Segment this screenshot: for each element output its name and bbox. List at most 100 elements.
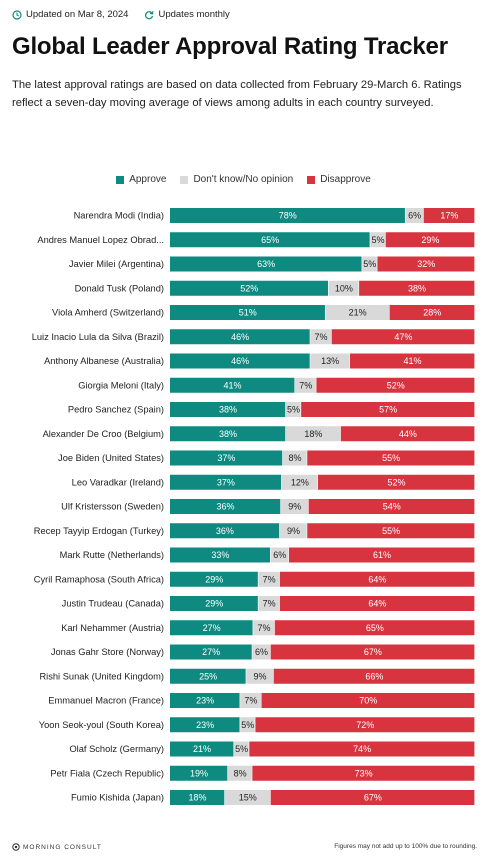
bar-disapprove <box>307 523 475 539</box>
data-label-approve: 25% <box>199 671 217 681</box>
category-label: Andres Manuel Lopez Obrad... <box>37 235 164 245</box>
category-label: Donald Tusk (Poland) <box>75 283 164 293</box>
bar-approve <box>170 790 225 805</box>
chart-row: Rishi Sunak (United Kingdom) 25% 9% 66% <box>39 668 475 684</box>
data-label-disapprove: 72% <box>356 720 374 730</box>
data-label-neutral: 6% <box>408 211 421 221</box>
data-label-approve: 23% <box>196 696 214 706</box>
data-label-neutral: 8% <box>234 768 247 778</box>
bar-disapprove <box>389 305 475 320</box>
bar-disapprove <box>359 280 475 296</box>
chart-row: Yoon Seok-youl (South Korea) 23% 5% 72% <box>39 717 475 733</box>
data-label-approve: 78% <box>279 211 297 221</box>
chart-row: Emmanuel Macron (France) 23% 7% 70% <box>48 693 475 708</box>
data-label-disapprove: 55% <box>382 453 400 463</box>
data-label-disapprove: 64% <box>368 599 386 609</box>
chart-row: Giorgia Meloni (Italy) 41% 7% 52% <box>78 377 475 393</box>
frequency-info: Updates monthly <box>144 9 230 20</box>
data-label-approve: 36% <box>216 502 234 512</box>
data-label-approve: 46% <box>231 356 249 366</box>
data-label-neutral: 9% <box>288 502 301 512</box>
bar-disapprove <box>252 765 475 781</box>
bar-disapprove <box>261 693 475 708</box>
data-label-approve: 19% <box>190 768 208 778</box>
chart-row: Alexander De Croo (Belgium) 38% 18% 44% <box>43 426 475 442</box>
bar-neutral <box>240 693 261 708</box>
data-label-disapprove: 38% <box>408 283 426 293</box>
category-label: Giorgia Meloni (Italy) <box>78 380 164 390</box>
data-label-disapprove: 41% <box>403 356 421 366</box>
updated-info: Updated on Mar 8, 2024 <box>12 9 128 20</box>
legend-label-disapprove: Disapprove <box>320 174 371 185</box>
legend-swatch-approve <box>116 175 125 184</box>
category-label: Petr Fiala (Czech Republic) <box>50 768 164 778</box>
bar-neutral <box>234 741 249 757</box>
data-label-neutral: 5% <box>371 235 384 245</box>
bar-approve <box>170 280 328 296</box>
chart-row: Justin Trudeau (Canada) 29% 7% 64% <box>62 596 475 611</box>
approval-chart: Narendra Modi (India) 78% 6% 17% Andres Manu… <box>32 208 475 805</box>
data-label-approve: 63% <box>257 259 275 269</box>
legend-label-approve: Approve <box>129 174 167 185</box>
footer-note: Figures may not add up to 100% due to ro… <box>334 843 477 850</box>
bar-disapprove <box>349 353 475 369</box>
chart-row: Viola Amherd (Switzerland) 51% 21% 28% <box>52 305 475 320</box>
bar-approve <box>170 232 370 248</box>
bar-approve <box>170 402 286 417</box>
bar-disapprove <box>274 620 475 636</box>
bar-disapprove <box>340 426 475 442</box>
chart-row: Olaf Scholz (Germany) 21% 5% 74% <box>69 741 475 757</box>
bar-neutral <box>405 208 424 223</box>
bar-neutral <box>270 547 289 563</box>
category-label: Jonas Gahr Store (Norway) <box>51 647 164 657</box>
updated-label: Updated on Mar 8, 2024 <box>26 9 129 20</box>
bar-neutral <box>258 596 280 611</box>
bar-neutral <box>282 450 307 466</box>
bar-disapprove <box>249 741 475 757</box>
bar-neutral <box>295 377 316 393</box>
data-label-disapprove: 74% <box>353 744 371 754</box>
data-label-disapprove: 57% <box>379 405 397 415</box>
data-label-neutral: 5% <box>287 405 300 415</box>
bar-approve <box>170 741 234 757</box>
data-label-disapprove: 32% <box>417 259 435 269</box>
chart-row: Luiz Inacio Lula da Silva (Brazil) 46% 7% 4… <box>32 329 475 345</box>
chart-row: Karl Nehammer (Austria) 27% 7% 65% <box>61 620 475 636</box>
bar-disapprove <box>377 256 475 272</box>
chart-row: Cyril Ramaphosa (South Africa) 29% 7% 64% <box>34 571 475 587</box>
page-title: Global Leader Approval Rating Tracker <box>12 33 448 60</box>
chart-row: Pedro Sanchez (Spain) 38% 5% 57% <box>68 402 475 417</box>
category-label: Rishi Sunak (United Kingdom) <box>39 671 164 681</box>
bar-disapprove <box>288 547 475 563</box>
bar-approve <box>170 256 362 272</box>
bar-approve <box>170 426 286 442</box>
data-label-disapprove: 70% <box>359 696 377 706</box>
bar-approve <box>170 450 283 466</box>
bar-disapprove <box>308 499 475 514</box>
category-label: Narendra Modi (India) <box>74 211 164 221</box>
chart-row: Anthony Albanese (Australia) 46% 13% 41% <box>44 353 475 369</box>
data-label-neutral: 9% <box>287 526 300 536</box>
bar-approve <box>170 693 240 708</box>
chart-row: Leo Varadkar (Ireland) 37% 12% 52% <box>72 474 475 490</box>
data-label-neutral: 7% <box>263 574 276 584</box>
bar-disapprove <box>270 644 475 660</box>
bar-disapprove <box>279 571 475 587</box>
data-label-disapprove: 28% <box>423 308 441 318</box>
data-label-approve: 33% <box>211 550 229 560</box>
chart-row: Joe Biden (United States) 37% 8% 55% <box>58 450 475 466</box>
category-label: Justin Trudeau (Canada) <box>62 599 164 609</box>
bar-disapprove <box>270 790 475 805</box>
data-label-disapprove: 52% <box>387 477 405 487</box>
data-label-neutral: 9% <box>253 671 266 681</box>
data-label-disapprove: 52% <box>387 380 405 390</box>
data-label-neutral: 8% <box>289 453 302 463</box>
bar-approve <box>170 717 240 733</box>
data-label-approve: 23% <box>196 720 214 730</box>
bar-disapprove <box>307 450 475 466</box>
bar-disapprove <box>255 717 475 733</box>
data-label-neutral: 5% <box>241 720 254 730</box>
bar-disapprove <box>317 474 475 490</box>
bar-approve <box>170 377 295 393</box>
chart-row: Andres Manuel Lopez Obrad... 65% 5% 29% <box>37 232 475 248</box>
